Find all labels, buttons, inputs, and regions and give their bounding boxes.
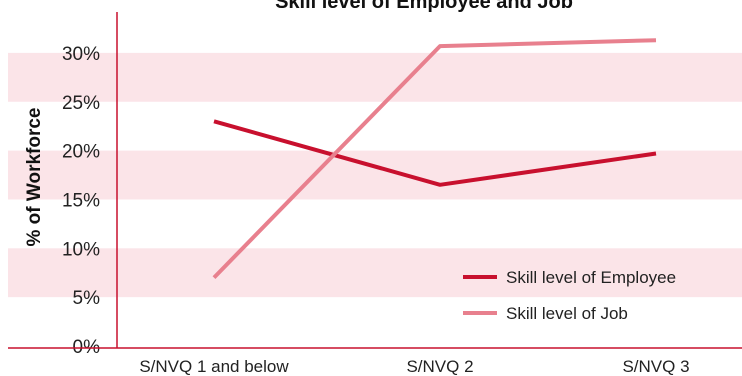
grid-band: [8, 248, 742, 298]
series-lines: [212, 38, 657, 279]
y-axis-label: % of Workforce: [24, 107, 45, 246]
y-tick-label: 30%: [62, 44, 100, 65]
x-axis: S/NVQ 1 and below S/NVQ 2 S/NVQ 3: [8, 347, 742, 376]
grid-bands: [8, 52, 742, 298]
x-tick-label: S/NVQ 1 and below: [139, 357, 289, 376]
legend: Skill level of Employee Skill level of Jo…: [463, 268, 676, 323]
y-tick-label: 20%: [62, 142, 100, 163]
y-tick-label: 10%: [62, 239, 100, 260]
y-axis: 0%5%10%15%20%25%30%: [62, 12, 118, 358]
y-tick-label: 5%: [73, 288, 101, 309]
series-line-employee: [213, 119, 657, 187]
legend-label: Skill level of Employee: [506, 268, 676, 287]
x-tick-label: S/NVQ 2: [406, 357, 473, 376]
x-tick-label: S/NVQ 3: [622, 357, 689, 376]
chart-title: Skill level of Employee and Job: [275, 0, 573, 13]
y-tick-label: 15%: [62, 190, 100, 211]
series-line-job: [212, 38, 657, 279]
grid-band: [8, 52, 742, 102]
legend-label: Skill level of Job: [506, 304, 628, 323]
y-tick-label: 25%: [62, 93, 100, 114]
